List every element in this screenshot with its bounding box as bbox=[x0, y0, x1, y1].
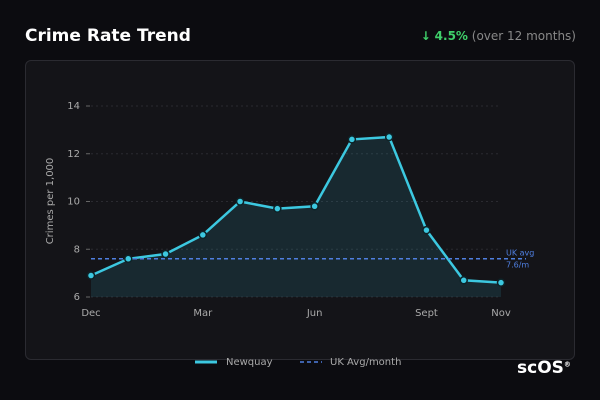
x-tick-label: Jun bbox=[306, 308, 323, 319]
point bbox=[310, 202, 319, 211]
title: Crime Rate Trend bbox=[25, 26, 191, 46]
watermark-sc: scOS bbox=[517, 358, 564, 378]
point bbox=[235, 197, 245, 206]
legend-label: UK Avg/month bbox=[330, 357, 401, 368]
point bbox=[124, 254, 133, 264]
y-tick-label: 6 bbox=[74, 292, 80, 303]
watermark: scOS® bbox=[517, 358, 571, 378]
reference-annotation: UK avg bbox=[506, 248, 534, 257]
watermark-mark: ® bbox=[563, 360, 571, 369]
change-note: (over 12 months) bbox=[471, 29, 576, 43]
point bbox=[198, 230, 208, 240]
y-tick-label: 14 bbox=[67, 101, 80, 112]
change: ↓ 4.5% (over 12 months) bbox=[421, 29, 576, 43]
y-tick-label: 8 bbox=[74, 244, 80, 255]
point bbox=[459, 276, 468, 285]
y-axis-label: Crimes per 1,000 bbox=[45, 158, 56, 245]
card bbox=[25, 60, 575, 360]
y-tick-label: 12 bbox=[67, 149, 80, 160]
x-tick-label: Mar bbox=[193, 308, 213, 319]
line bbox=[90, 135, 502, 284]
change-arrow: ↓ bbox=[420, 29, 431, 43]
x-tick-label: Dec bbox=[81, 308, 100, 319]
point bbox=[384, 132, 394, 142]
point bbox=[273, 204, 282, 213]
legend-label: Newquay bbox=[226, 357, 273, 368]
change-value: 4.5% bbox=[434, 29, 468, 43]
y-tick-label: 10 bbox=[67, 197, 80, 208]
area bbox=[91, 137, 501, 297]
point bbox=[161, 249, 170, 259]
point bbox=[347, 135, 357, 144]
point bbox=[422, 225, 431, 235]
x-tick-label: Nov bbox=[491, 308, 511, 319]
x-tick-label: Sept bbox=[415, 308, 438, 319]
reference-value-label: 7.6/m bbox=[506, 260, 529, 269]
point bbox=[496, 278, 506, 287]
point bbox=[86, 271, 96, 280]
